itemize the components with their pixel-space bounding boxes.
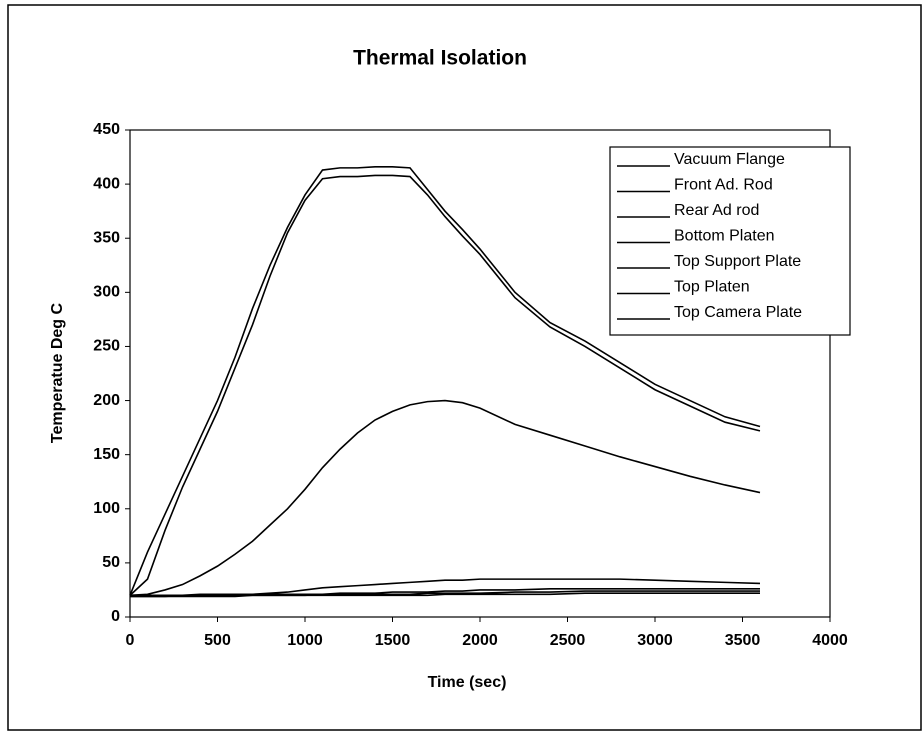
- series-line: [129, 174, 761, 596]
- series-line: [130, 592, 760, 598]
- x-tick-label: 1000: [287, 632, 323, 649]
- x-tick-label: 3500: [725, 632, 761, 649]
- y-tick-label: 300: [93, 284, 120, 301]
- legend-label: Top Camera Plate: [674, 304, 802, 321]
- y-tick-label: 50: [102, 554, 120, 571]
- y-tick-label: 450: [93, 121, 120, 138]
- legend-label: Top Platen: [674, 279, 750, 296]
- series-line: [129, 399, 761, 597]
- legend-label: Front Ad. Rod: [674, 177, 773, 194]
- legend-label: Bottom Platen: [674, 228, 775, 245]
- x-tick-label: 2500: [550, 632, 586, 649]
- x-tick-label: 1500: [375, 632, 411, 649]
- legend-label: Top Support Plate: [674, 253, 801, 270]
- y-tick-label: 350: [93, 229, 120, 246]
- x-tick-label: 3000: [637, 632, 673, 649]
- chart-border: [7, 4, 922, 731]
- legend-box: [609, 146, 851, 336]
- chart-title: Thermal Isolation: [353, 47, 527, 70]
- series-line: [130, 578, 761, 597]
- y-tick-label: 200: [93, 392, 120, 409]
- y-tick-label: 250: [93, 338, 120, 355]
- y-axis-label: Temperatue Deg C: [49, 302, 66, 443]
- x-tick-label: 2000: [462, 632, 498, 649]
- x-axis-label: Time (sec): [428, 674, 507, 691]
- y-tick-label: 400: [93, 175, 120, 192]
- series-line: [129, 165, 761, 596]
- y-tick-label: 0: [111, 608, 120, 625]
- x-tick-label: 0: [126, 632, 135, 649]
- series-line: [130, 590, 760, 598]
- x-tick-label: 500: [204, 632, 231, 649]
- y-tick-label: 100: [93, 500, 120, 517]
- legend-label: Vacuum Flange: [674, 151, 785, 168]
- y-tick-label: 150: [93, 446, 120, 463]
- legend-label: Rear Ad rod: [674, 202, 759, 219]
- x-tick-label: 4000: [812, 632, 848, 649]
